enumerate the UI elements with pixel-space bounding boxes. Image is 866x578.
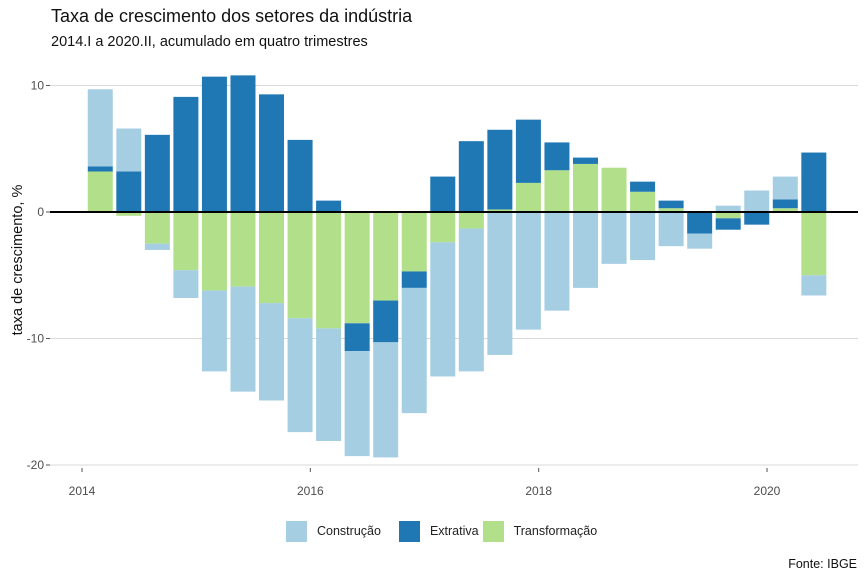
bar-transformacao bbox=[316, 212, 342, 329]
y-tick-label: -10 bbox=[27, 332, 45, 346]
bar-extrativa bbox=[801, 152, 827, 212]
bar-extrativa bbox=[173, 96, 199, 212]
bar-extrativa bbox=[458, 141, 484, 212]
legend: Construção Extrativa Transformação bbox=[286, 518, 615, 544]
bar-construcao bbox=[744, 190, 770, 212]
chart-title: Taxa de crescimento dos setores da indús… bbox=[51, 6, 413, 26]
bar-construcao bbox=[772, 176, 798, 200]
bar-transformacao bbox=[801, 212, 827, 276]
legend-item-transformacao: Transformação bbox=[482, 520, 598, 542]
bar-construcao bbox=[87, 89, 113, 167]
caption-source: Fonte: IBGE bbox=[788, 557, 857, 571]
bar-construcao bbox=[601, 212, 627, 264]
bar-extrativa bbox=[687, 212, 713, 234]
bar-transformacao bbox=[259, 212, 285, 304]
bar-extrativa bbox=[344, 323, 370, 352]
bar-extrativa bbox=[572, 157, 598, 164]
bar-construcao bbox=[715, 205, 741, 212]
bar-transformacao bbox=[344, 212, 370, 324]
bar-construcao bbox=[401, 287, 427, 414]
bar-transformacao bbox=[772, 208, 798, 212]
bar-extrativa bbox=[316, 200, 342, 212]
bar-transformacao bbox=[116, 212, 142, 216]
bar-transformacao bbox=[630, 191, 656, 212]
x-tick-label: 2018 bbox=[525, 484, 552, 498]
bar-transformacao bbox=[601, 167, 627, 212]
bar-extrativa bbox=[373, 300, 399, 343]
bar-construcao bbox=[687, 233, 713, 249]
bar-extrativa bbox=[401, 271, 427, 288]
legend-swatch-transformacao bbox=[482, 520, 504, 542]
bar-construcao bbox=[458, 228, 484, 372]
bar-transformacao bbox=[173, 212, 199, 271]
bar-extrativa bbox=[287, 139, 313, 212]
bar-transformacao bbox=[373, 212, 399, 301]
bar-transformacao bbox=[715, 212, 741, 219]
bar-construcao bbox=[116, 128, 142, 172]
bar-construcao bbox=[630, 212, 656, 261]
bar-extrativa bbox=[744, 212, 770, 225]
bar-construcao bbox=[144, 243, 170, 250]
bar-construcao bbox=[658, 212, 684, 247]
bar-extrativa bbox=[430, 176, 456, 212]
bar-construcao bbox=[259, 303, 285, 401]
bar-extrativa bbox=[230, 75, 256, 212]
legend-item-extrativa: Extrativa bbox=[398, 520, 479, 542]
bar-extrativa bbox=[630, 181, 656, 192]
bar-transformacao bbox=[515, 182, 541, 212]
bar-extrativa bbox=[201, 76, 227, 213]
x-tick-label: 2014 bbox=[69, 484, 96, 498]
bar-extrativa bbox=[87, 166, 113, 172]
legend-swatch-extrativa bbox=[398, 520, 420, 542]
chart-subtitle: 2014.I a 2020.II, acumulado em quatro tr… bbox=[51, 34, 368, 50]
x-tick-label: 2016 bbox=[297, 484, 324, 498]
bar-transformacao bbox=[658, 208, 684, 212]
bar-construcao bbox=[572, 212, 598, 288]
y-tick-label: -20 bbox=[27, 458, 45, 472]
bar-construcao bbox=[487, 212, 513, 355]
bar-extrativa bbox=[515, 119, 541, 183]
bar-construcao bbox=[430, 242, 456, 377]
bar-extrativa bbox=[658, 200, 684, 209]
bar-transformacao bbox=[458, 212, 484, 229]
bar-construcao bbox=[201, 290, 227, 372]
bar-extrativa bbox=[487, 129, 513, 210]
bar-transformacao bbox=[230, 212, 256, 287]
y-tick-label: 10 bbox=[31, 79, 45, 93]
bar-construcao bbox=[373, 342, 399, 458]
legend-label: Transformação bbox=[513, 524, 598, 538]
bar-transformacao bbox=[544, 170, 570, 212]
bar-extrativa bbox=[715, 218, 741, 230]
bar-construcao bbox=[801, 275, 827, 296]
bar-construcao bbox=[544, 212, 570, 311]
legend-swatch-construcao bbox=[286, 520, 307, 542]
bar-transformacao bbox=[201, 212, 227, 291]
legend-item-construcao: Construção bbox=[286, 520, 381, 542]
bar-transformacao bbox=[87, 171, 113, 212]
bar-construcao bbox=[230, 286, 256, 392]
y-tick-label: 0 bbox=[37, 205, 44, 219]
bar-construcao bbox=[316, 328, 342, 441]
bar-construcao bbox=[287, 318, 313, 433]
bar-transformacao bbox=[430, 212, 456, 243]
axes: 10 0 -10 -20 2014 2016 2018 2020 bbox=[27, 79, 858, 498]
bar-transformacao bbox=[572, 163, 598, 212]
bar-extrativa bbox=[144, 134, 170, 212]
bar-extrativa bbox=[116, 171, 142, 212]
x-tick-label: 2020 bbox=[754, 484, 781, 498]
bar-construcao bbox=[344, 351, 370, 457]
bar-extrativa bbox=[544, 142, 570, 171]
bar-transformacao bbox=[487, 209, 513, 212]
bar-construcao bbox=[515, 212, 541, 330]
legend-label: Construção bbox=[317, 524, 381, 538]
bar-transformacao bbox=[401, 212, 427, 272]
legend-label: Extrativa bbox=[429, 524, 479, 538]
bars bbox=[87, 75, 827, 458]
bar-transformacao bbox=[144, 212, 170, 244]
bar-construcao bbox=[173, 270, 199, 299]
bar-extrativa bbox=[259, 94, 285, 212]
bar-transformacao bbox=[287, 212, 313, 319]
bar-extrativa bbox=[772, 199, 798, 209]
